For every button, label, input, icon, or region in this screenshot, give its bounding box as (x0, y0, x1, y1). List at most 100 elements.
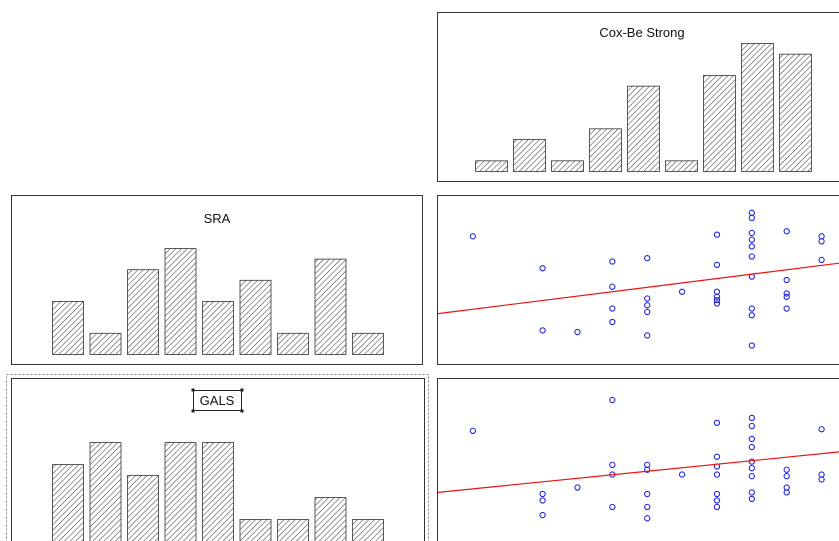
title-selection-box[interactable] (193, 390, 242, 411)
panel-frame (437, 378, 839, 541)
histogram-bar (703, 75, 736, 172)
resize-handle[interactable] (191, 388, 195, 392)
scatter-point (783, 305, 790, 312)
histogram-bar (277, 332, 309, 355)
scatter-point (783, 290, 790, 297)
scatter-point (748, 443, 755, 451)
scatter-point (713, 453, 721, 460)
scatter-point (609, 283, 616, 290)
scatter-point (644, 466, 651, 473)
histogram-bar (239, 519, 272, 541)
scatter-point (539, 490, 546, 498)
scatter-point (748, 214, 755, 221)
histogram-bar (627, 85, 660, 172)
scatter-point (713, 490, 721, 498)
scatter-point (539, 327, 546, 334)
scatter-point (713, 471, 721, 478)
scatter-point (644, 490, 651, 498)
scatter-point (748, 464, 755, 472)
scatter-point (748, 305, 755, 312)
scatter-point (539, 511, 546, 519)
histogram-bar (277, 519, 309, 541)
histogram-bar (52, 301, 84, 355)
chart-title: Cox-Be Strong (599, 25, 684, 40)
scatter-point (574, 484, 581, 491)
histogram-bar (314, 497, 347, 541)
chart-title: GALS (200, 393, 235, 408)
histogram-bar (475, 160, 508, 172)
scatter-point (644, 308, 651, 316)
scatter-point (818, 476, 825, 483)
histogram-bar (202, 301, 234, 355)
scatter-point (539, 265, 546, 272)
scatter-point (748, 253, 755, 260)
scatter-point (713, 231, 721, 238)
scatter-point (469, 233, 477, 240)
histogram-bar (52, 464, 84, 541)
histogram-bar (164, 442, 197, 541)
scatter-point (748, 236, 755, 243)
regression-line (437, 451, 839, 493)
scatter-point (713, 503, 721, 511)
scatter-group (437, 209, 839, 349)
panel-hist-cox[interactable]: Cox-Be Strong (437, 12, 839, 182)
histogram-bar (202, 442, 234, 541)
resize-handle[interactable] (240, 388, 244, 392)
regression-line (437, 262, 839, 315)
scatter-point (818, 256, 825, 263)
panel-scatter-sra-cox[interactable] (437, 195, 839, 365)
bar-group (475, 43, 812, 172)
scatter-point (748, 435, 755, 443)
scatter-point (713, 261, 721, 269)
scatter-point (644, 503, 651, 511)
scatter-point (783, 228, 790, 235)
scatter-point (713, 300, 721, 307)
panel-hist-gals[interactable]: GALS (6, 374, 429, 541)
scatter-point (713, 419, 721, 426)
histogram-bar (741, 43, 774, 172)
scatter-point (748, 489, 755, 496)
scatter-point (713, 297, 721, 304)
scatter-point (644, 295, 651, 302)
histogram-bar (665, 160, 698, 172)
scatter-point (644, 515, 651, 522)
bar-group (52, 442, 384, 541)
scatter-point (469, 427, 477, 434)
scatter-point (748, 243, 755, 250)
scatter-point (609, 305, 616, 312)
scatter-point (748, 414, 755, 422)
scatter-point (609, 461, 616, 469)
scatter-point (783, 293, 790, 300)
scatter-point (678, 471, 686, 478)
histogram-bar (127, 269, 159, 355)
histogram-bar (127, 475, 159, 541)
chart-title: SRA (204, 211, 231, 226)
scatter-point (783, 473, 790, 480)
scatter-point (713, 497, 721, 504)
histogram-bar (779, 53, 812, 172)
histogram-bar (314, 258, 347, 355)
resize-handle[interactable] (191, 409, 195, 413)
histogram-bar (352, 332, 384, 355)
scatter-point (644, 255, 651, 262)
scatter-point (539, 497, 546, 504)
resize-handle[interactable] (240, 409, 244, 413)
histogram-bar (513, 139, 546, 172)
scatter-group (437, 396, 839, 522)
scatter-point (748, 229, 755, 237)
scatter-point (783, 489, 790, 496)
scatter-point (609, 396, 616, 404)
panel-scatter-gals-cox[interactable] (437, 378, 839, 541)
scatter-point (748, 342, 755, 349)
scatter-point (574, 328, 581, 336)
histogram-bar (352, 519, 384, 541)
scatter-point (783, 466, 790, 473)
scatter-point (644, 302, 651, 309)
scatter-point (783, 276, 790, 284)
scatter-point (609, 258, 616, 265)
histogram-bar (589, 128, 622, 172)
scatter-point (609, 318, 616, 326)
panel-hist-sra[interactable]: SRA (11, 195, 423, 365)
histogram-bar (89, 332, 122, 355)
